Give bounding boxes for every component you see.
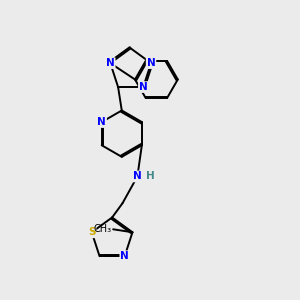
Text: N: N bbox=[120, 251, 129, 261]
Text: N: N bbox=[97, 117, 106, 127]
Text: N: N bbox=[133, 172, 142, 182]
Text: N: N bbox=[147, 58, 155, 68]
Text: N: N bbox=[106, 58, 115, 68]
Text: N: N bbox=[139, 82, 148, 92]
Text: S: S bbox=[88, 227, 95, 237]
Text: CH₃: CH₃ bbox=[94, 224, 112, 234]
Text: H: H bbox=[146, 172, 154, 182]
